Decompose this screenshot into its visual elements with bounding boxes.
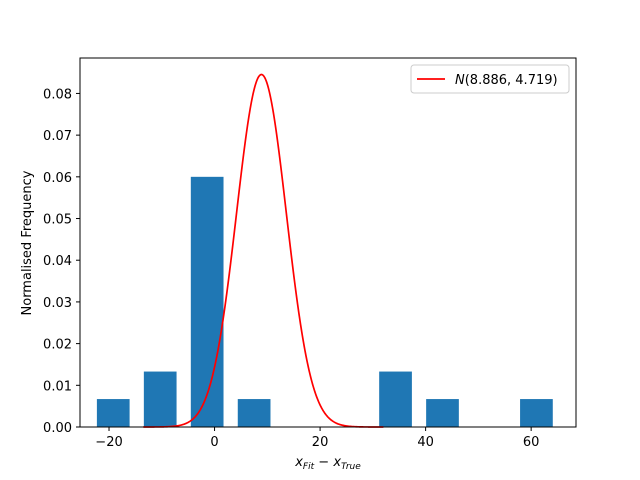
y-tick-label: 0.00 xyxy=(43,421,72,436)
histogram-bar xyxy=(96,399,130,427)
histogram-bar xyxy=(143,371,177,427)
histogram-bar xyxy=(520,399,553,427)
x-tick-label: 20 xyxy=(312,435,329,450)
legend-box xyxy=(410,64,570,94)
y-axis-label: Normalised Frequency xyxy=(20,170,35,315)
y-tick-label: 0.07 xyxy=(43,129,72,144)
x-tick-label: 0 xyxy=(210,435,218,450)
y-tick-label: 0.08 xyxy=(43,87,72,102)
x-tick-label: 40 xyxy=(417,435,434,450)
x-axis-label: xFit − xTrue xyxy=(294,455,361,472)
bars-group xyxy=(96,176,553,427)
legend: N(8.886, 4.719) xyxy=(410,64,570,94)
normal-fit-curve xyxy=(143,73,384,428)
histogram-bar xyxy=(379,371,412,427)
y-tick-label: 0.04 xyxy=(43,254,72,269)
y-tick-label: 0.05 xyxy=(43,213,72,228)
histogram-bar xyxy=(237,399,271,427)
legend-label: N(8.886, 4.719) xyxy=(455,73,558,88)
y-axis: 0.00 0.01 0.02 0.03 0.04 0.05 0.06 0.07 0.08 xyxy=(43,87,80,436)
curve-group xyxy=(143,73,384,428)
y-tick-label: 0.03 xyxy=(43,296,72,311)
plot-frame xyxy=(79,57,577,428)
histogram-bar xyxy=(190,176,224,427)
y-tick-label: 0.02 xyxy=(43,338,72,353)
x-axis: −20 0 20 40 60 xyxy=(95,427,539,450)
x-tick-label: 60 xyxy=(523,435,540,450)
histogram-bar xyxy=(426,399,459,427)
y-tick-label: 0.06 xyxy=(43,171,72,186)
y-tick-label: 0.01 xyxy=(43,379,72,394)
x-tick-label: −20 xyxy=(95,435,122,450)
